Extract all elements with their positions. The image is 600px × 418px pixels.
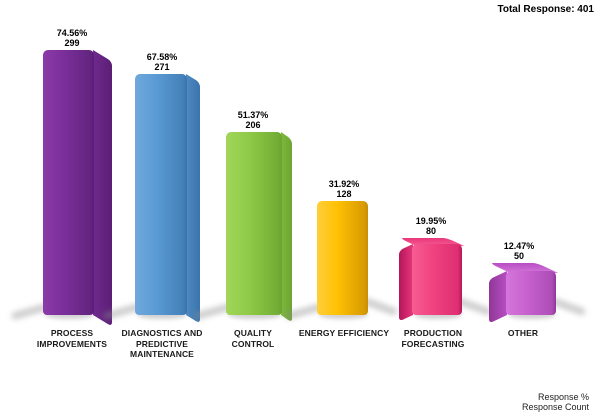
category-label-other: OTHER xyxy=(458,328,588,339)
bar-under-shadow-process-improvements xyxy=(45,311,94,319)
value-label-energy-efficiency: 31.92% 128 xyxy=(299,179,389,199)
category-label-line: IMPROVEMENTS xyxy=(36,338,108,349)
category-label-line: DIAGNOSTICS AND xyxy=(121,328,203,338)
bar-side-diagnostics-predictive-maintenance xyxy=(186,74,200,324)
bar-under-shadow-energy-efficiency xyxy=(319,311,368,319)
total-response-label: Total Response: 401 xyxy=(497,4,594,15)
bar-under-shadow-diagnostics-predictive-maintenance xyxy=(137,311,187,319)
value-count-other: 50 xyxy=(513,251,524,261)
legend-response-percent: Response % xyxy=(537,392,589,402)
bar-front-process-improvements xyxy=(43,50,94,315)
category-label-diagnostics-predictive-maintenance: DIAGNOSTICS AND PREDICTIVE MAINTENANCE xyxy=(97,328,227,360)
category-label-line: PRODUCTION xyxy=(403,328,463,338)
category-label-line: OTHER xyxy=(507,328,539,338)
bar-front-quality-control xyxy=(226,132,282,315)
value-count-energy-efficiency: 128 xyxy=(336,189,352,199)
bar-side-quality-control xyxy=(281,132,292,323)
category-label-line: PREDICTIVE xyxy=(135,338,188,349)
category-label-quality-control: QUALITY CONTROL xyxy=(188,328,318,349)
value-percent-other: 12.47% xyxy=(503,241,535,251)
category-label-line: FORECASTING xyxy=(401,338,465,349)
value-label-other: 12.47% 50 xyxy=(474,241,564,261)
bar-under-shadow-production-forecasting xyxy=(414,311,462,319)
bar-front-energy-efficiency xyxy=(317,201,368,315)
legend: Response % Response Count xyxy=(522,392,589,412)
bar-side-process-improvements xyxy=(93,50,112,327)
category-label-production-forecasting: PRODUCTION FORECASTING xyxy=(368,328,498,349)
value-label-process-improvements: 74.56% 299 xyxy=(27,28,117,48)
category-label-line: QUALITY xyxy=(233,328,272,338)
value-percent-diagnostics-predictive-maintenance: 67.58% xyxy=(146,52,178,62)
category-label-energy-efficiency: ENERGY EFFICIENCY xyxy=(279,328,409,339)
category-label-line: CONTROL xyxy=(231,338,275,349)
value-count-diagnostics-predictive-maintenance: 271 xyxy=(154,62,170,72)
bar-side-production-forecasting xyxy=(399,244,413,322)
legend-response-count: Response Count xyxy=(521,402,589,412)
bar-side-other xyxy=(489,271,507,324)
value-percent-process-improvements: 74.56% xyxy=(56,28,88,38)
value-percent-energy-efficiency: 31.92% xyxy=(328,179,360,189)
value-label-quality-control: 51.37% 206 xyxy=(208,110,298,130)
category-label-line: PROCESS xyxy=(50,328,94,338)
category-label-line: ENERGY EFFICIENCY xyxy=(298,328,390,338)
value-count-quality-control: 206 xyxy=(245,120,261,130)
value-percent-production-forecasting: 19.95% xyxy=(415,216,447,226)
bar-front-diagnostics-predictive-maintenance xyxy=(135,74,187,315)
value-count-process-improvements: 299 xyxy=(64,38,80,48)
bar-front-other xyxy=(506,271,556,315)
value-percent-quality-control: 51.37% xyxy=(237,110,269,120)
bar-front-production-forecasting xyxy=(412,244,462,315)
bar-under-shadow-other xyxy=(508,311,556,319)
value-label-production-forecasting: 19.95% 80 xyxy=(386,216,476,236)
value-label-diagnostics-predictive-maintenance: 67.58% 271 xyxy=(117,52,207,72)
category-label-line: MAINTENANCE xyxy=(130,349,194,359)
value-count-production-forecasting: 80 xyxy=(425,226,436,236)
category-label-process-improvements: PROCESS IMPROVEMENTS xyxy=(7,328,137,349)
bar-under-shadow-quality-control xyxy=(228,311,282,319)
